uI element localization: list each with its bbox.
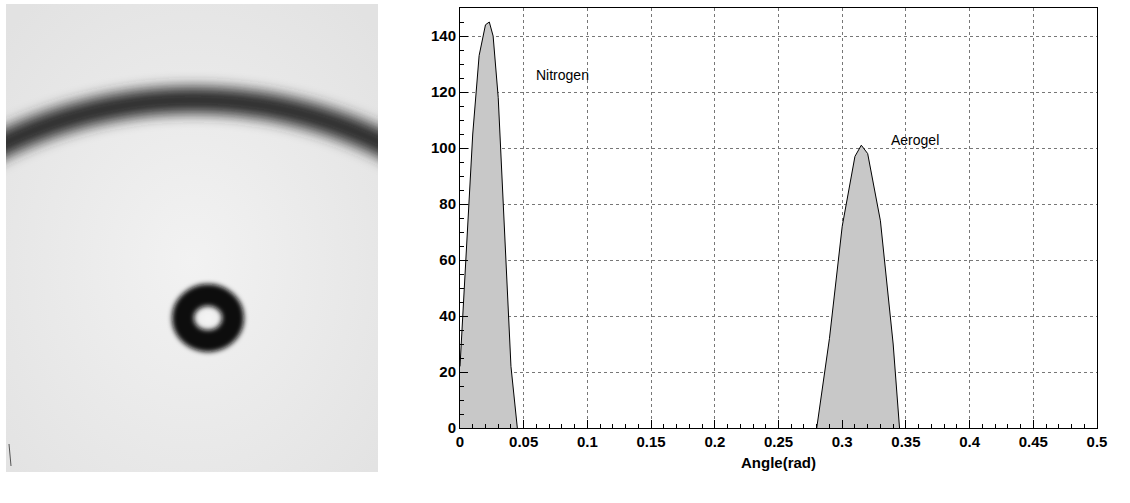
svg-text:60: 60 — [439, 251, 456, 268]
svg-text:80: 80 — [439, 195, 456, 212]
svg-text:0.5: 0.5 — [1087, 433, 1108, 450]
svg-text:20: 20 — [439, 363, 456, 380]
svg-text:0.2: 0.2 — [704, 433, 725, 450]
svg-text:0: 0 — [456, 433, 464, 450]
svg-text:0.45: 0.45 — [1019, 433, 1048, 450]
svg-text:100: 100 — [431, 139, 456, 156]
svg-text:0.25: 0.25 — [764, 433, 793, 450]
svg-text:Aerogel: Aerogel — [891, 132, 939, 148]
svg-text:Nitrogen: Nitrogen — [536, 67, 589, 83]
svg-text:0.3: 0.3 — [832, 433, 853, 450]
svg-text:Angle(rad): Angle(rad) — [741, 454, 816, 471]
svg-text:0.35: 0.35 — [891, 433, 920, 450]
svg-text:0.1: 0.1 — [577, 433, 598, 450]
svg-text:0.15: 0.15 — [636, 433, 665, 450]
svg-text:0.05: 0.05 — [509, 433, 538, 450]
svg-text:120: 120 — [431, 83, 456, 100]
svg-text:0.4: 0.4 — [959, 433, 981, 450]
svg-text:0: 0 — [448, 419, 456, 436]
svg-text:140: 140 — [431, 27, 456, 44]
svg-text:40: 40 — [439, 307, 456, 324]
